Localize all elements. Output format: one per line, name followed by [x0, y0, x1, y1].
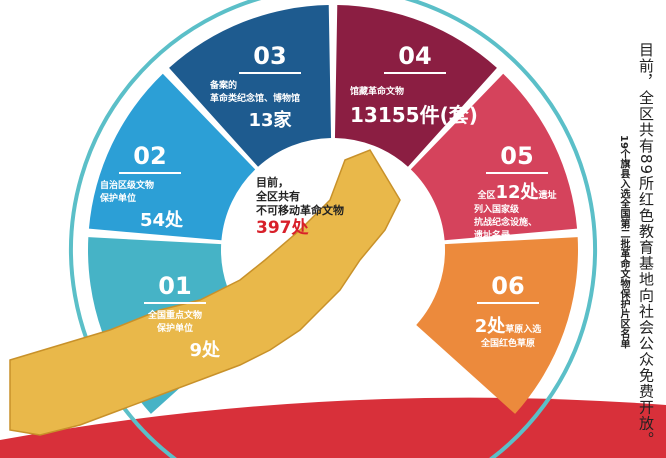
item-04: 04 馆藏革命文物 13155件(套) [350, 42, 480, 128]
item-text: 全国重点文物 保护单位 [147, 311, 202, 334]
side-main-text: 目前，全区共有89所红色教育基地向社会公众免费开放。 [637, 42, 655, 448]
center-value: 397处 [256, 218, 309, 238]
item-number: 04 [384, 42, 446, 74]
item-06: 06 2处草原入选 全国红色草原 [458, 272, 558, 351]
center-line: 不可移动革命文物 [256, 204, 344, 217]
item-value: 13155件(套) [350, 103, 478, 127]
inner-mongolia-map [9, 149, 401, 436]
item-text: 备案的 革命类纪念馆、博物馆 [210, 81, 301, 104]
item-05: 05 全区12处遗址 列入国家级 抗战纪念设施、 遗址名录 [462, 142, 572, 243]
item-post: 草原入选 [505, 325, 542, 335]
side-sub-text: 19个旗县入选全国第二批革命文物保护片区名单 [618, 135, 629, 349]
outer-ring-arc [69, 0, 597, 458]
red-swoosh [0, 397, 666, 458]
segment-02 [88, 73, 256, 241]
item-post: 遗址 [538, 191, 557, 201]
item-text: 馆藏革命文物 [350, 87, 405, 97]
item-number: 06 [477, 272, 539, 304]
item-text: 自治区级文物 保护单位 [100, 181, 155, 204]
item-03: 03 备案的 革命类纪念馆、博物馆 13家 [210, 42, 330, 132]
item-number: 02 [119, 142, 181, 174]
item-value: 9处 [189, 340, 220, 361]
item-number: 05 [486, 142, 548, 174]
center-summary: 目前， 全区共有 不可移动革命文物 397处 [256, 176, 344, 238]
item-value: 13家 [248, 110, 292, 131]
item-pre: 全区 [477, 191, 496, 201]
segment-04 [334, 5, 497, 167]
segment-05 [410, 73, 578, 241]
center-line: 全区共有 [256, 190, 300, 203]
item-value: 12处 [495, 182, 539, 203]
item-number: 03 [239, 42, 301, 74]
item-number: 01 [144, 272, 206, 304]
segment-03 [169, 5, 332, 167]
item-value: 2处 [474, 316, 506, 337]
item-value: 54处 [140, 210, 184, 231]
item-01: 01 全国重点文物 保护单位 9处 [130, 272, 220, 362]
item-text: 全国红色草原 [480, 339, 535, 349]
center-line: 目前， [256, 176, 289, 189]
item-02: 02 自治区级文物 保护单位 54处 [100, 142, 200, 232]
segment-06 [416, 237, 578, 414]
item-text: 列入国家级 抗战纪念设施、 遗址名录 [474, 205, 538, 241]
